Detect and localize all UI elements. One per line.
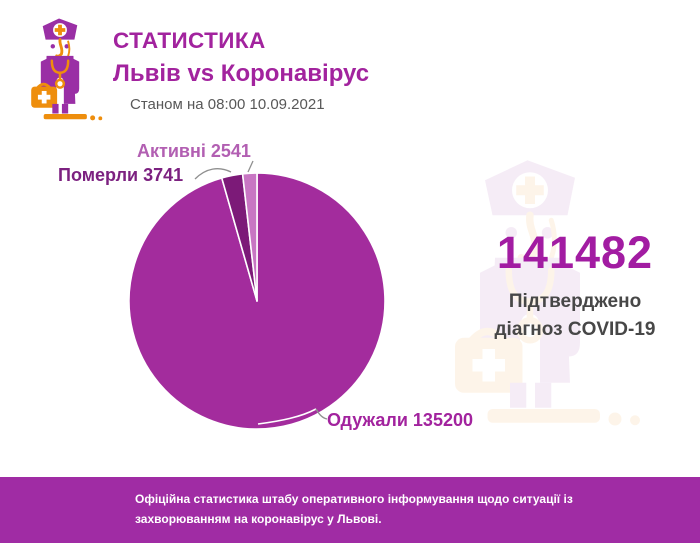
leader-line-died [194,168,232,180]
confirmed-stats-block: 141482 Підтверджено діагноз COVID-19 [450,230,700,343]
as-of-date: Станом на 08:00 10.09.2021 [130,96,325,113]
footer-disclaimer-text: Офіційна статистика штабу оперативного і… [135,492,573,526]
pie-slice-died [220,173,258,302]
pie-label-active: Активні 2541 [137,141,251,161]
confirmed-caption-line2: діагноз COVID-19 [494,318,656,340]
confirmed-caption: Підтверджено діагноз COVID-19 [450,288,700,343]
pie-slices [128,172,386,430]
page-title: СТАТИСТИКА [113,28,266,53]
pie-label-died: Померли 3741 [58,165,184,185]
leader-line-active [247,160,254,173]
footer-bar: Офіційна статистика штабу оперативного і… [0,477,700,543]
doctor-icon [12,6,108,126]
leader-line-recovered-inner [257,408,317,425]
pie-slice-recovered [128,172,386,430]
confirmed-caption-line1: Підтверджено [508,291,642,312]
leader-line-recovered-outer [315,408,328,420]
pie-label-recovered: Одужали 135200 [327,410,473,430]
pie-slice-active [241,172,258,302]
page-subtitle: Львів vs Коронавірус [113,60,370,87]
confirmed-total-number: 141482 [496,227,654,278]
